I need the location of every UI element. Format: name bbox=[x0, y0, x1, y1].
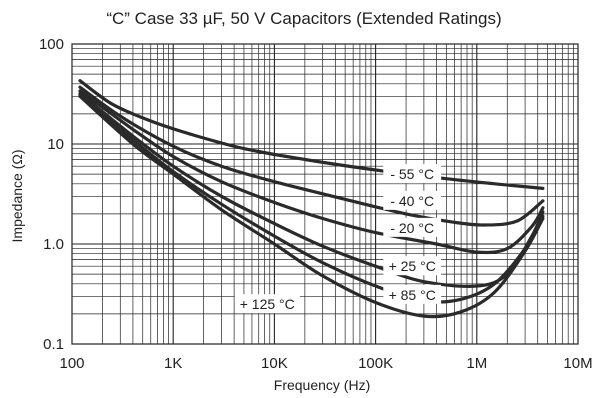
y-tick-label-1: 1.0 bbox=[43, 236, 64, 253]
series-line-2 bbox=[78, 89, 545, 255]
x-tick-label-5: 10M bbox=[563, 355, 592, 372]
chart-title: “C” Case 33 µF, 50 V Capacitors (Extende… bbox=[106, 9, 501, 28]
series-line-4 bbox=[78, 93, 545, 304]
series-label-2: - 20 °C bbox=[390, 220, 434, 236]
curve-label-bg bbox=[383, 190, 442, 210]
x-tick-label-3: 100K bbox=[358, 355, 393, 372]
series-label-1: - 40 °C bbox=[390, 193, 434, 209]
series-label-4: + 85 °C bbox=[389, 287, 436, 303]
curve-label-bg bbox=[383, 217, 442, 237]
series-label-3: + 25 °C bbox=[389, 258, 436, 274]
x-axis-label: Frequency (Hz) bbox=[274, 377, 370, 393]
y-axis-label: Impedance (Ω) bbox=[9, 150, 25, 243]
x-tick-label-4: 1M bbox=[466, 355, 487, 372]
x-tick-label-0: 100 bbox=[59, 355, 84, 372]
curve-label-bg bbox=[234, 294, 300, 314]
curve-label-bg bbox=[383, 164, 442, 184]
impedance-curves bbox=[78, 79, 545, 319]
series-line-0 bbox=[78, 79, 545, 190]
curve-label-bg bbox=[383, 284, 442, 304]
series-line-1 bbox=[78, 85, 545, 227]
series-line-5 bbox=[78, 94, 545, 319]
x-tick-label-1: 1K bbox=[164, 355, 182, 372]
y-tick-label-2: 10 bbox=[47, 136, 64, 153]
y-tick-label-0: 0.1 bbox=[43, 336, 64, 353]
plot-frame bbox=[71, 43, 579, 345]
series-label-0: - 55 °C bbox=[390, 166, 434, 182]
axis-tick-labels: 100 1K 10K 100K 1M 10M 0.1 1.0 10 100 bbox=[39, 36, 592, 372]
curve-labels: - 55 °C - 40 °C - 20 °C + 25 °C + 85 °C + 125… bbox=[234, 164, 442, 314]
curve-label-bg bbox=[383, 256, 442, 276]
x-tick-label-2: 10K bbox=[261, 355, 288, 372]
y-tick-label-3: 100 bbox=[39, 36, 64, 53]
series-label-5: + 125 °C bbox=[240, 296, 295, 312]
